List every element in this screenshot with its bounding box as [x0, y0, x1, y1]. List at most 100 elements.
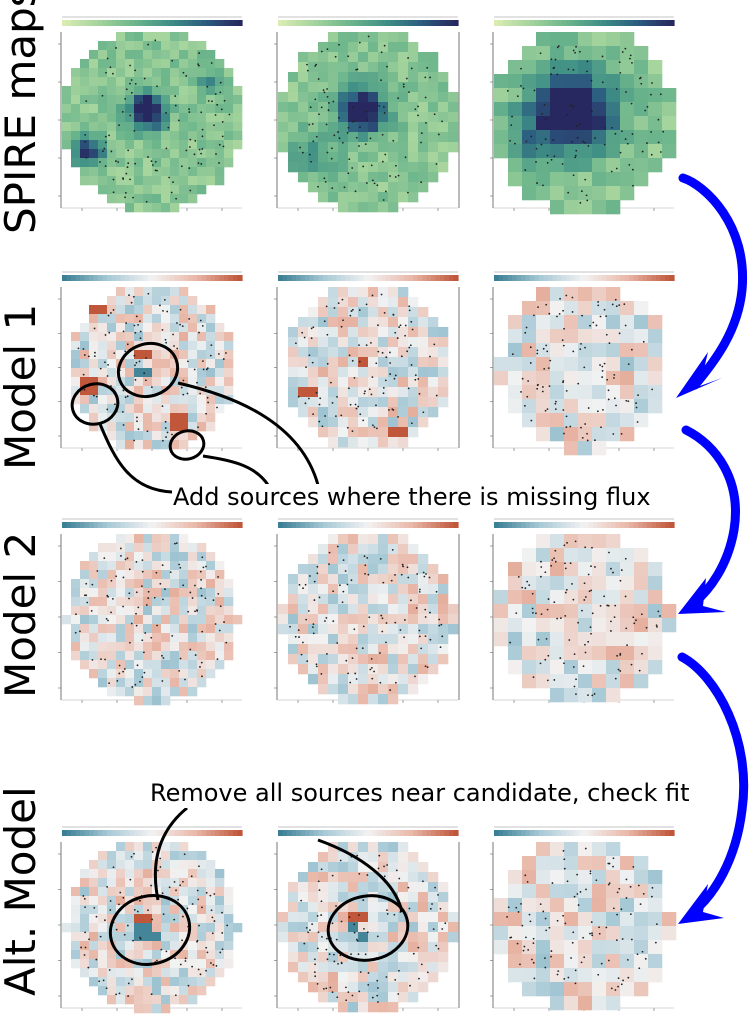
source-marker [521, 377, 524, 380]
colorbar-segment [606, 830, 612, 836]
map-pixel [215, 561, 225, 571]
map-pixel [398, 387, 409, 398]
colorbar-segment [669, 830, 675, 836]
map-pixel [494, 898, 509, 913]
map-pixel [134, 158, 144, 168]
map-pixel [564, 301, 579, 316]
map-pixel [338, 544, 349, 555]
map-pixel [125, 305, 135, 315]
source-marker [324, 620, 326, 622]
map-pixel [152, 377, 162, 387]
map-panel [490, 271, 675, 456]
map-pixel [206, 167, 216, 177]
map-pixel [368, 664, 379, 675]
map-pixel [494, 371, 509, 386]
colorbar-segment [377, 522, 383, 528]
source-marker [554, 58, 557, 61]
source-marker [434, 886, 437, 889]
map-pixel [522, 385, 537, 400]
map-pixel [89, 588, 99, 598]
map-pixel [98, 77, 108, 87]
map-pixel [179, 669, 189, 679]
map-pixel [143, 140, 153, 150]
map-pixel [648, 144, 663, 159]
source-marker [347, 672, 350, 675]
map-pixel [107, 615, 117, 625]
source-marker [92, 394, 95, 397]
map-pixel [298, 882, 309, 893]
source-marker [542, 184, 544, 187]
map-pixel [592, 562, 607, 577]
source-marker [606, 604, 609, 607]
map-pixel [161, 32, 171, 42]
map-pixel [578, 46, 593, 61]
map-pixel [328, 307, 339, 318]
map-pixel [550, 60, 565, 75]
map-pixel [107, 104, 117, 114]
map-pixel [197, 851, 207, 861]
colorbar-segment [588, 275, 594, 281]
source-marker [168, 886, 171, 889]
map-pixel [224, 579, 234, 589]
map-pixel [298, 317, 309, 328]
map-pixel [418, 182, 429, 193]
source-marker [546, 161, 549, 164]
colorbar-segment [147, 830, 153, 836]
map-pixel [550, 940, 565, 955]
circle-alt-1 [108, 894, 192, 966]
source-marker [400, 355, 403, 358]
map-pixel [188, 95, 198, 105]
colorbar-segment [215, 20, 221, 26]
source-marker [385, 641, 387, 644]
map-pixel [348, 684, 359, 695]
map-pixel [116, 113, 126, 123]
source-marker [188, 111, 191, 113]
source-marker [352, 121, 355, 123]
annotation-add-sources: Add sources where there is missing flux [173, 483, 651, 512]
map-pixel [508, 172, 523, 187]
source-marker [574, 540, 577, 543]
source-marker [584, 847, 587, 850]
colorbar-segment [107, 275, 113, 281]
map-pixel [197, 368, 207, 378]
source-marker [617, 977, 620, 980]
map-pixel [550, 287, 565, 302]
colorbar-segment [62, 275, 68, 281]
map-pixel [358, 337, 369, 348]
map-pixel [620, 343, 635, 358]
map-pixel [328, 417, 339, 428]
map-pixel [179, 914, 189, 924]
source-marker [94, 351, 96, 354]
source-marker [103, 557, 106, 560]
map-pixel [308, 132, 319, 143]
source-marker [326, 151, 329, 154]
colorbar-segment [71, 830, 77, 836]
map-pixel [328, 287, 339, 298]
map-pixel [398, 872, 409, 883]
source-marker [366, 874, 369, 876]
source-marker [350, 310, 353, 312]
map-pixel [438, 922, 449, 933]
map-pixel [388, 377, 399, 388]
colorbar-segment [179, 522, 185, 528]
map-pixel [634, 74, 649, 89]
map-pixel [179, 878, 189, 888]
source-marker [122, 389, 125, 392]
source-marker [381, 133, 384, 136]
source-marker [394, 978, 397, 981]
map-pixel [125, 851, 135, 861]
map-pixel [398, 192, 409, 203]
map-pixel [308, 367, 319, 378]
map-pixel [98, 606, 108, 616]
map-pixel [564, 926, 579, 941]
source-marker [146, 430, 149, 433]
map-pixel [606, 870, 621, 885]
map-pixel [161, 122, 171, 132]
map-pixel [107, 77, 117, 87]
map-pixel [418, 347, 429, 358]
source-marker [659, 615, 661, 617]
source-marker [380, 614, 383, 617]
colorbar-segment [647, 830, 653, 836]
map-pixel [197, 113, 207, 123]
colorbar-segment [228, 522, 234, 528]
